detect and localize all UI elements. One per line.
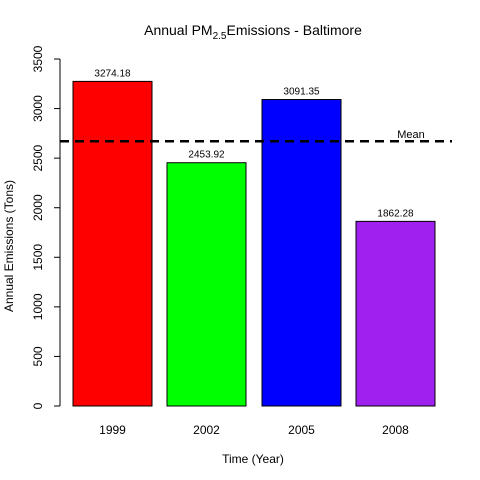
x-tick-label-1999: 1999 (99, 423, 126, 437)
mean-label: Mean (397, 129, 425, 141)
data-labels-group: 3274.18 2453.92 3091.35 1862.28 (94, 68, 414, 219)
x-tick-label-2005: 2005 (288, 423, 315, 437)
chart-title-main: Annual PM (144, 22, 212, 38)
mean-line-group: Mean (60, 129, 452, 143)
bars-group (72, 80, 436, 407)
data-label-2005: 3091.35 (283, 87, 320, 98)
y-tick-label-1000: 1000 (31, 293, 45, 320)
data-label-1999: 3274.18 (94, 68, 131, 79)
x-axis-label: Time (Year) (222, 452, 284, 466)
x-tick-labels: 1999 2002 2005 2008 (99, 423, 409, 437)
bar-1999 (72, 80, 153, 407)
x-tick-label-2008: 2008 (382, 423, 409, 437)
y-tick-label-3500: 3500 (31, 45, 45, 72)
data-label-2002: 2453.92 (188, 150, 225, 161)
chart-title-rest: Emissions - Baltimore (227, 22, 363, 38)
data-label-2008: 1862.28 (377, 208, 414, 219)
y-tick-label-2000: 2000 (31, 194, 45, 221)
y-tick-label-0: 0 (31, 402, 45, 409)
y-axis-label: Annual Emissions (Tons) (2, 180, 16, 312)
x-tick-label-2002: 2002 (193, 423, 220, 437)
y-axis: 0 500 1000 1500 2000 2500 3000 3500 (31, 45, 61, 409)
y-tick-label-1500: 1500 (31, 244, 45, 271)
y-tick-label-2500: 2500 (31, 144, 45, 171)
bar-2002 (166, 162, 247, 407)
y-tick-label-500: 500 (31, 346, 45, 366)
bar-2005 (261, 99, 342, 407)
bar-2008 (355, 220, 436, 407)
chart-title: Annual PM2.5Emissions - Baltimore (144, 22, 362, 42)
y-tick-label-3000: 3000 (31, 95, 45, 122)
chart-title-subscript: 2.5 (213, 31, 227, 42)
